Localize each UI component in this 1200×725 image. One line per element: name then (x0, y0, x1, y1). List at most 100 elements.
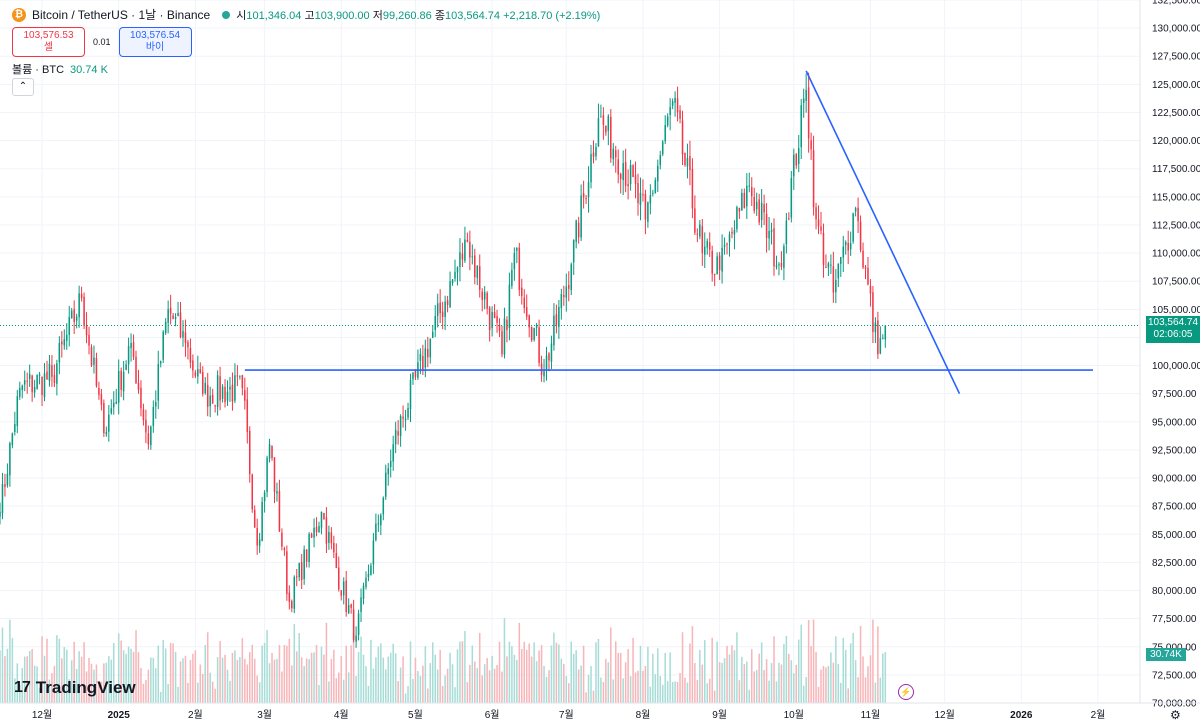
collapse-legend-button[interactable]: ⌃ (12, 78, 34, 96)
candle-body (224, 386, 226, 403)
candle-body (521, 287, 523, 297)
candle-body (424, 348, 427, 368)
candle-body (209, 395, 211, 407)
sell-button[interactable]: 103,576.53 셀 (12, 27, 85, 57)
candle-body (560, 293, 563, 309)
volume-bar (26, 656, 28, 703)
candle-body (340, 590, 343, 596)
candle-body (612, 148, 615, 160)
candle-body (444, 301, 446, 317)
volume-bar (770, 663, 773, 703)
volume-bar (748, 689, 751, 703)
candle-body (627, 184, 629, 187)
change-value: +2,218.70 (+2.19%) (503, 9, 601, 22)
y-tick-label: 92,500.00 (1152, 445, 1197, 456)
candle-body (671, 101, 674, 106)
candle-body (708, 242, 711, 250)
candle-body (525, 307, 528, 317)
candle-body (244, 390, 246, 401)
candle-body (335, 552, 338, 569)
volume-bar (617, 652, 619, 703)
volume-bar (508, 641, 511, 703)
volume-bar (414, 657, 417, 703)
candle-body (649, 195, 652, 204)
drawings[interactable] (0, 70, 1140, 395)
y-tick-label: 127,500.00 (1152, 52, 1200, 63)
tradingview-logo[interactable]: 17 TradingView (14, 678, 136, 698)
candle-body (464, 239, 466, 261)
volume-bar (422, 665, 424, 703)
volume-bar (251, 644, 254, 703)
volume-bar (330, 658, 333, 703)
y-tick-label: 82,500.00 (1152, 558, 1197, 569)
price-axis[interactable]: 70,000.00 72,500.00 75,000.00 77,500.00 80,0… (1139, 0, 1200, 710)
candle-body (548, 353, 550, 361)
sell-price: 103,576.53 (23, 30, 74, 41)
candle-body (657, 165, 659, 182)
candle-body (590, 154, 592, 183)
time-axis[interactable]: 12월 2025 2월 3월 4월 5월 6월 7월 8월 9월 10월 11월 12월 2026 2월 (0, 702, 1200, 721)
volume-bar (627, 649, 629, 703)
candle-body (790, 177, 793, 218)
candle-body (758, 199, 760, 223)
lightning-icon[interactable]: ⚡ (898, 684, 914, 700)
candle-body (674, 97, 676, 103)
candle-body (360, 597, 362, 612)
candle-body (23, 380, 26, 385)
candle-body (333, 543, 335, 553)
volume-bar (659, 675, 662, 703)
symbol-title[interactable]: Bitcoin / TetherUS · 1날 · Binance (32, 8, 211, 22)
candle-body (854, 208, 857, 212)
candle-body (36, 375, 38, 389)
candle-body (642, 194, 644, 196)
volume-bar (147, 669, 150, 703)
x-tick-label: 12월 (32, 709, 52, 721)
volume-label[interactable]: 볼륨 · BTC (12, 64, 65, 76)
volume-bar (117, 633, 120, 703)
candle-body (150, 426, 152, 446)
candle-body (234, 375, 236, 401)
candle-body (412, 372, 414, 380)
candle-body (572, 239, 575, 263)
buy-button[interactable]: 103,576.54 바이 (118, 27, 192, 57)
candle-body (263, 492, 266, 502)
candle-body (832, 266, 835, 293)
low-label: 저 (372, 9, 383, 22)
volume-bar (412, 679, 414, 703)
volume-bar (619, 652, 622, 703)
volume-bar (4, 656, 6, 703)
candle-body (600, 116, 602, 118)
gear-icon[interactable]: ⚙ (1170, 708, 1181, 722)
volume-bar (459, 641, 461, 703)
volume-bar (333, 649, 335, 703)
volume-bar (209, 672, 211, 703)
candle-body (491, 311, 493, 329)
candle-body (511, 269, 513, 286)
volume-bar (696, 679, 699, 703)
volume-bar (654, 674, 657, 703)
volume-bar (530, 656, 533, 703)
volume-bar (689, 643, 691, 703)
x-tick-label: 7월 (559, 709, 574, 721)
volume-bar (377, 646, 380, 703)
volume-bar (357, 651, 360, 703)
candle-body (793, 154, 795, 177)
volume-bar (718, 662, 721, 703)
volume-bar (580, 665, 582, 703)
candle-body (43, 373, 46, 398)
candle-body (429, 338, 432, 358)
candle-body (241, 375, 244, 389)
volume-bar (835, 636, 837, 703)
volume-bar (417, 671, 419, 703)
volume-bar (187, 682, 189, 703)
candle-body (11, 433, 14, 446)
candle-body (523, 297, 526, 309)
volume-bar (33, 665, 36, 703)
candle-body (61, 341, 63, 345)
volume-bar (590, 665, 592, 703)
volume-bar (234, 650, 236, 703)
volume-bar (862, 656, 864, 703)
y-tick-label: 97,500.00 (1152, 389, 1197, 400)
volume-bar (760, 642, 763, 703)
